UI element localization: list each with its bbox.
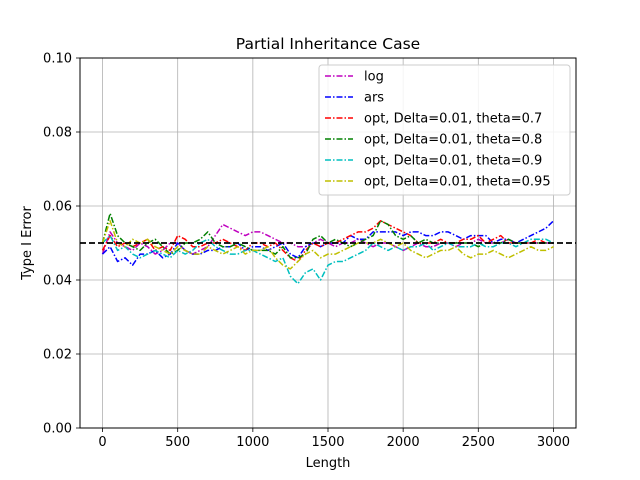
x-tick-label: 2500	[462, 435, 495, 450]
y-axis-label: Type I Error	[20, 206, 35, 281]
legend: log ars opt, Delta=0.01, theta=0.7 opt, Del…	[318, 64, 571, 196]
y-tick-label: 0.00	[43, 422, 72, 437]
y-tick-label: 0.04	[43, 274, 72, 289]
x-tick-label: 0	[98, 435, 106, 450]
y-tick-label: 0.06	[43, 200, 72, 215]
x-tick-label: 1500	[311, 435, 344, 450]
legend-label-5: opt, Delta=0.01, theta=0.95	[364, 175, 551, 190]
legend-label-4: opt, Delta=0.01, theta=0.9	[364, 154, 542, 169]
legend-box	[318, 64, 571, 196]
x-tick-label: 1000	[236, 435, 269, 450]
x-tick-label: 3000	[537, 435, 570, 450]
y-tick-label: 0.02	[43, 348, 72, 363]
series-line-5	[101, 220, 554, 270]
y-tick-label: 0.08	[43, 126, 72, 141]
legend-label-0: log	[364, 70, 384, 85]
x-axis: 0 500 1000 1500 2000 2500 3000	[98, 428, 570, 450]
chart-title: Partial Inheritance Case	[236, 35, 420, 53]
x-tick-label: 2000	[387, 435, 420, 450]
legend-label-3: opt, Delta=0.01, theta=0.8	[364, 133, 542, 148]
legend-label-2: opt, Delta=0.01, theta=0.7	[364, 112, 542, 127]
y-axis: 0.00 0.02 0.04 0.06 0.08 0.10	[43, 52, 80, 437]
y-tick-label: 0.10	[43, 52, 72, 67]
legend-label-1: ars	[364, 91, 384, 106]
x-axis-label: Length	[306, 456, 351, 471]
x-tick-label: 500	[165, 435, 190, 450]
